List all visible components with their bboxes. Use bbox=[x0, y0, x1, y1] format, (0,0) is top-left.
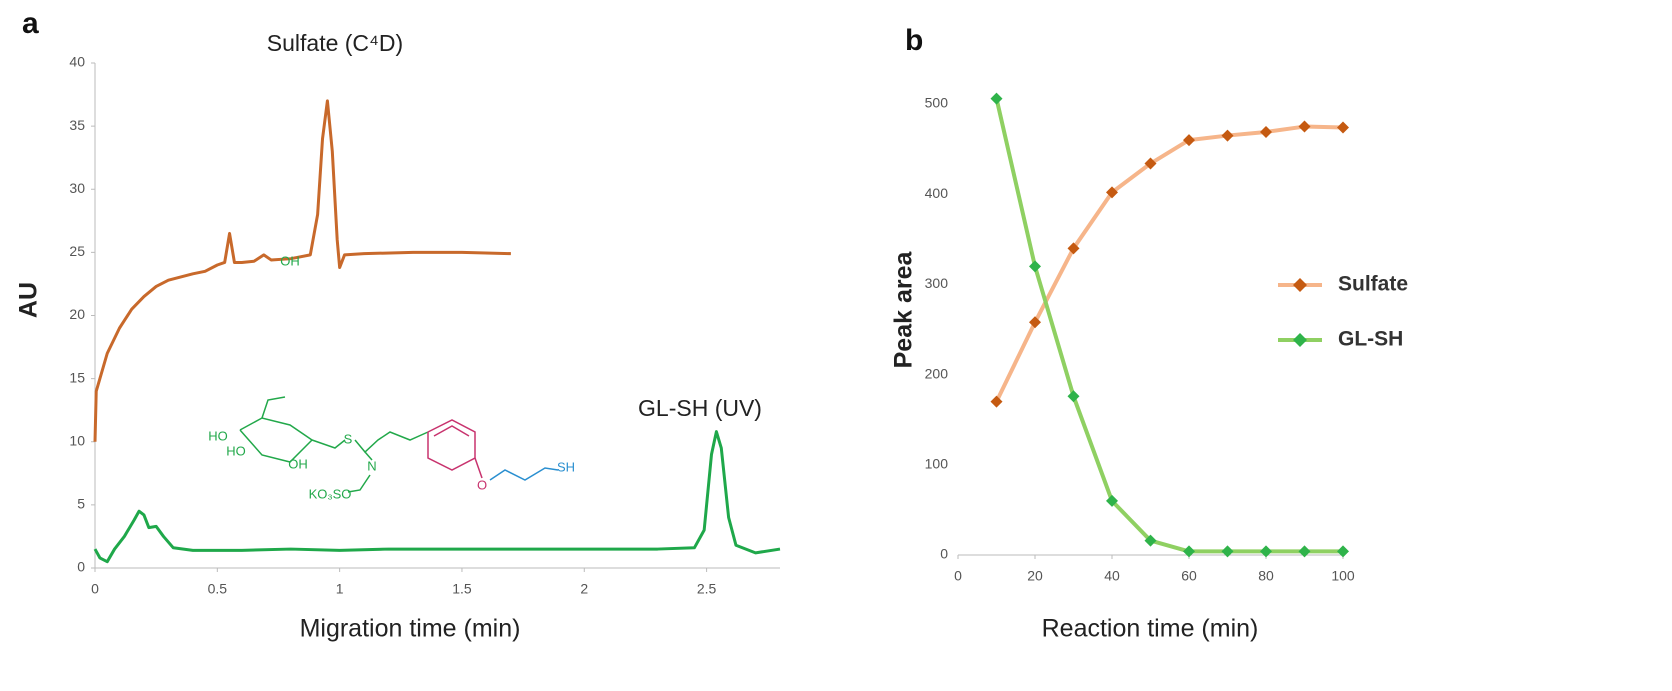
marker bbox=[1221, 129, 1234, 142]
legend-label: Sulfate bbox=[1338, 273, 1408, 296]
bond bbox=[433, 425, 470, 437]
bond bbox=[474, 457, 483, 479]
y-tick-label: 0 bbox=[77, 559, 85, 575]
y-tick-label: 20 bbox=[69, 306, 85, 322]
x-tick-label: 0 bbox=[91, 581, 99, 597]
bond bbox=[311, 439, 346, 449]
bond bbox=[261, 396, 286, 419]
bond bbox=[427, 419, 476, 471]
bond bbox=[347, 474, 371, 493]
structure-label: KO₃SO bbox=[309, 486, 352, 501]
legend-marker bbox=[1293, 333, 1307, 347]
x-axis-title: Migration time (min) bbox=[300, 615, 521, 643]
marker bbox=[1183, 545, 1195, 558]
y-tick-label: 10 bbox=[69, 432, 85, 448]
y-tick-label: 200 bbox=[925, 365, 949, 381]
series-line bbox=[93, 99, 511, 442]
marker bbox=[1029, 260, 1041, 273]
panel-label: b bbox=[905, 24, 923, 57]
annotation: Sulfate (C⁴D) bbox=[267, 30, 403, 56]
x-tick-label: 2 bbox=[580, 581, 588, 597]
structure-label: HO bbox=[226, 443, 246, 458]
x-tick-label: 0.5 bbox=[208, 581, 228, 597]
marker bbox=[1106, 494, 1118, 507]
panel-label: a bbox=[22, 7, 39, 40]
y-tick-label: 35 bbox=[69, 117, 85, 133]
y-tick-label: 25 bbox=[69, 243, 85, 259]
series-line bbox=[93, 430, 781, 564]
marker bbox=[1298, 120, 1311, 133]
structure-label: S bbox=[344, 431, 353, 446]
bond bbox=[364, 451, 373, 461]
x-tick-label: 20 bbox=[1027, 568, 1043, 584]
y-tick-label: 100 bbox=[925, 456, 949, 472]
x-tick-label: 1.5 bbox=[452, 581, 472, 597]
marker bbox=[990, 92, 1003, 105]
bond bbox=[354, 431, 429, 454]
x-tick-label: 0 bbox=[954, 568, 962, 584]
structure-label: HO bbox=[208, 428, 228, 443]
marker bbox=[1221, 545, 1234, 558]
series-line bbox=[994, 124, 1344, 403]
y-tick-label: 15 bbox=[69, 369, 85, 385]
marker bbox=[1144, 534, 1157, 547]
structure bbox=[239, 396, 559, 493]
marker bbox=[1144, 157, 1157, 170]
structure-label: OH bbox=[288, 456, 308, 471]
marker bbox=[1260, 125, 1272, 138]
y-tick-label: 400 bbox=[925, 185, 949, 201]
x-tick-label: 40 bbox=[1104, 568, 1120, 584]
marker bbox=[1183, 134, 1195, 147]
marker bbox=[1067, 242, 1080, 255]
y-axis-title: AU bbox=[15, 282, 43, 318]
structure-label: OH bbox=[280, 253, 300, 268]
x-tick-label: 80 bbox=[1258, 568, 1274, 584]
x-axis-title: Reaction time (min) bbox=[1042, 615, 1259, 643]
y-tick-label: 5 bbox=[77, 496, 85, 512]
legend-marker bbox=[1293, 278, 1307, 292]
y-tick-label: 300 bbox=[925, 275, 949, 291]
y-tick-label: 0 bbox=[940, 546, 948, 562]
marker bbox=[1067, 390, 1080, 403]
marker bbox=[1337, 121, 1349, 134]
marker bbox=[1337, 545, 1349, 558]
structure-label: N bbox=[367, 458, 376, 473]
marker bbox=[1106, 186, 1118, 199]
structure-label: O bbox=[477, 477, 487, 492]
legend-label: GL-SH bbox=[1338, 328, 1403, 351]
y-tick-label: 40 bbox=[69, 54, 85, 70]
marker bbox=[1029, 316, 1041, 329]
x-tick-label: 2.5 bbox=[697, 581, 717, 597]
y-tick-label: 30 bbox=[69, 180, 85, 196]
bond bbox=[489, 467, 559, 481]
y-tick-label: 500 bbox=[925, 95, 949, 111]
structure-label: SH bbox=[557, 459, 575, 474]
x-tick-label: 60 bbox=[1181, 568, 1197, 584]
marker bbox=[1260, 545, 1272, 558]
x-tick-label: 1 bbox=[336, 581, 344, 597]
y-axis-title: Peak area bbox=[890, 251, 918, 369]
marker bbox=[1298, 545, 1311, 558]
bond bbox=[239, 417, 314, 463]
series-line bbox=[994, 98, 1343, 554]
x-tick-label: 100 bbox=[1331, 568, 1355, 584]
marker bbox=[990, 395, 1003, 408]
annotation: GL-SH (UV) bbox=[638, 395, 762, 421]
